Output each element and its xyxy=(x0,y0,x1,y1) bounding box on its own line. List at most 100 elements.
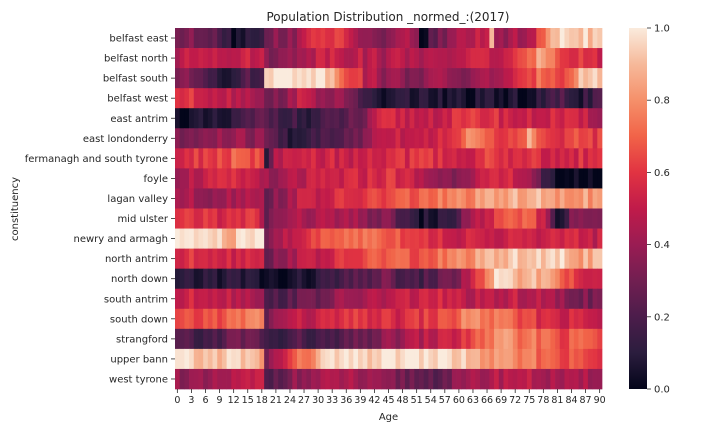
heatmap-cell xyxy=(470,228,476,249)
heatmap-cell xyxy=(395,268,401,290)
heatmap-cell xyxy=(292,248,298,270)
heatmap-cell xyxy=(268,188,274,209)
heatmap-cell xyxy=(550,368,556,390)
heatmap-cell xyxy=(268,348,274,370)
heatmap-cell xyxy=(334,28,340,49)
heatmap-cell xyxy=(512,248,518,270)
heatmap-cell xyxy=(559,248,565,270)
heatmap-cell xyxy=(381,28,387,49)
heatmap-cell xyxy=(498,308,504,330)
heatmap-cell xyxy=(372,68,378,89)
heatmap-cell xyxy=(522,108,528,129)
heatmap-cell xyxy=(512,28,518,49)
heatmap-cell xyxy=(297,328,303,350)
heatmap-cell xyxy=(559,68,565,89)
heatmap-cell xyxy=(193,28,199,49)
heatmap-cell xyxy=(428,288,434,310)
heatmap-cell xyxy=(367,148,373,169)
heatmap-cell xyxy=(564,188,570,209)
heatmap-cell xyxy=(306,348,312,370)
heatmap-cell xyxy=(583,188,589,209)
heatmap-cell xyxy=(320,328,326,350)
heatmap-cell xyxy=(522,368,528,390)
x-tick-label: 12 xyxy=(228,395,240,406)
y-tick-label: north down xyxy=(111,274,168,285)
heatmap-cell xyxy=(545,288,551,310)
x-tick-label: 30 xyxy=(312,395,324,406)
heatmap-cell xyxy=(484,268,490,290)
heatmap-cell xyxy=(325,368,331,390)
heatmap-cell xyxy=(343,368,349,390)
heatmap-cell xyxy=(508,108,514,129)
heatmap-cell xyxy=(390,188,396,209)
heatmap-cell xyxy=(245,68,251,89)
heatmap-cell xyxy=(531,68,537,89)
heatmap-cell xyxy=(475,308,481,330)
heatmap-cell xyxy=(184,48,190,69)
heatmap-cell xyxy=(297,128,303,149)
x-tick-label: 87 xyxy=(580,395,592,406)
heatmap-cell xyxy=(498,168,504,189)
heatmap-cell xyxy=(353,228,359,249)
heatmap-cell xyxy=(414,208,420,229)
heatmap-cell xyxy=(508,88,514,109)
heatmap-cell xyxy=(517,188,523,209)
heatmap-cell xyxy=(536,328,542,350)
heatmap-cell xyxy=(367,108,373,129)
heatmap-cell xyxy=(433,328,439,350)
heatmap-cell xyxy=(536,68,542,89)
heatmap-cell xyxy=(573,168,579,189)
heatmap-cell xyxy=(372,48,378,69)
heatmap-cell xyxy=(597,268,603,290)
heatmap-cell xyxy=(484,208,490,229)
heatmap-cell xyxy=(461,168,467,189)
heatmap-cell xyxy=(419,28,425,49)
heatmap-cell xyxy=(480,228,486,249)
heatmap-cell xyxy=(442,148,448,169)
heatmap-cell xyxy=(578,368,584,390)
heatmap-cell xyxy=(207,268,213,290)
heatmap-cell xyxy=(587,348,593,370)
heatmap-cell xyxy=(212,28,218,49)
heatmap-cell xyxy=(240,288,246,310)
heatmap-cell xyxy=(268,328,274,350)
heatmap-cell xyxy=(404,328,410,350)
heatmap-cell xyxy=(517,88,523,109)
heatmap-cell xyxy=(217,208,223,229)
x-tick-label: 21 xyxy=(270,395,282,406)
heatmap-cell xyxy=(236,188,242,209)
heatmap-cell xyxy=(573,228,579,249)
heatmap-cell xyxy=(236,308,242,330)
heatmap-cell xyxy=(348,268,354,290)
heatmap-cell xyxy=(273,28,279,49)
heatmap-cell xyxy=(531,88,537,109)
heatmap-cell xyxy=(592,148,598,169)
heatmap-cell xyxy=(512,168,518,189)
heatmap-cell xyxy=(428,348,434,370)
heatmap-cell xyxy=(250,248,256,270)
heatmap-cell xyxy=(189,88,195,109)
heatmap-cell xyxy=(470,208,476,229)
heatmap-cell xyxy=(386,308,392,330)
heatmap-cell xyxy=(329,268,335,290)
heatmap-cell xyxy=(451,348,457,370)
heatmap-cell xyxy=(465,168,471,189)
heatmap-cell xyxy=(367,168,373,189)
heatmap-cell xyxy=(587,148,593,169)
heatmap-cell xyxy=(578,68,584,89)
heatmap-cell xyxy=(395,348,401,370)
heatmap-cell xyxy=(428,328,434,350)
heatmap-cell xyxy=(545,308,551,330)
heatmap-cell xyxy=(498,88,504,109)
heatmap-cell xyxy=(329,88,335,109)
heatmap-cell xyxy=(198,368,204,390)
heatmap-cell xyxy=(297,88,303,109)
heatmap-cell xyxy=(203,28,209,49)
heatmap-cell xyxy=(404,308,410,330)
heatmap-cell xyxy=(372,308,378,330)
heatmap-cell xyxy=(175,148,181,169)
heatmap-cell xyxy=(400,148,406,169)
heatmap-cell xyxy=(400,68,406,89)
heatmap-cell xyxy=(376,168,382,189)
heatmap-cell xyxy=(259,368,265,390)
